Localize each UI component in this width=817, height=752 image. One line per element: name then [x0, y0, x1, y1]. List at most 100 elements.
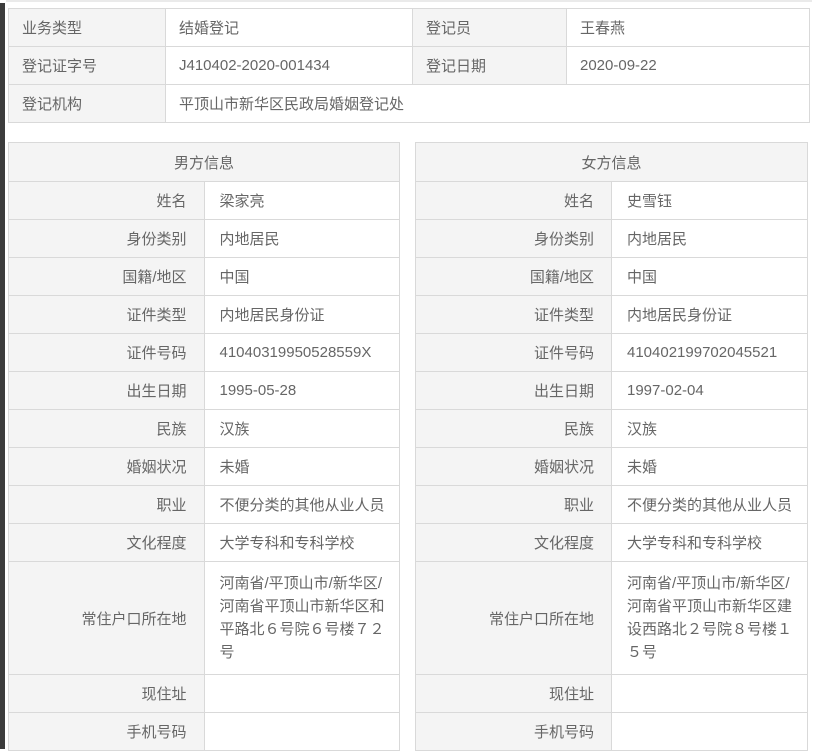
current-address-label: 现住址	[415, 674, 612, 713]
occupation-value: 不便分类的其他从业人员	[203, 485, 400, 524]
id-type-label: 证件类型	[415, 295, 612, 334]
mobile-number-value	[203, 712, 400, 751]
mobile-number-label: 手机号码	[415, 712, 612, 751]
table-row-id-type: 证件类型 内地居民身份证	[8, 295, 400, 334]
mobile-number-label: 手机号码	[8, 712, 205, 751]
id-type-label: 证件类型	[8, 295, 205, 334]
occupation-label: 职业	[415, 485, 612, 524]
marital-status-value: 未婚	[611, 447, 808, 486]
certificate-number-label: 登记证字号	[8, 46, 166, 85]
table-row-nationality: 国籍/地区 中国	[415, 257, 808, 296]
name-value: 梁家亮	[203, 181, 400, 220]
certificate-number-value: J410402-2020-001434	[165, 46, 413, 85]
identity-type-value: 内地居民	[611, 219, 808, 258]
education-value: 大学专科和专科学校	[203, 523, 400, 562]
name-value: 史雪钰	[611, 181, 808, 220]
id-number-value: 41040319950528559X	[203, 333, 400, 372]
current-address-value	[203, 674, 400, 713]
table-row-ethnicity: 民族 汉族	[415, 409, 808, 448]
table-row-identity-type: 身份类别 内地居民	[415, 219, 808, 258]
table-row-certificate-number: 登记证字号 J410402-2020-001434 登记日期 2020-09-2…	[8, 46, 810, 85]
female-info-table: 女方信息 姓名 史雪钰 身份类别 内地居民 国籍/地区 中国 证件类型 内地居民…	[415, 142, 808, 751]
education-label: 文化程度	[8, 523, 205, 562]
nationality-label: 国籍/地区	[415, 257, 612, 296]
table-row-id-number: 证件号码 410402199702045521	[415, 333, 808, 372]
table-row-ethnicity: 民族 汉族	[8, 409, 400, 448]
identity-type-label: 身份类别	[8, 219, 205, 258]
birth-date-label: 出生日期	[8, 371, 205, 410]
male-info-title: 男方信息	[8, 142, 400, 182]
id-type-value: 内地居民身份证	[203, 295, 400, 334]
name-label: 姓名	[8, 181, 205, 220]
table-row-birth-date: 出生日期 1995-05-28	[8, 371, 400, 410]
nationality-value: 中国	[203, 257, 400, 296]
table-row-marital-status: 婚姻状况 未婚	[415, 447, 808, 486]
occupation-label: 职业	[8, 485, 205, 524]
table-row-mobile-number: 手机号码	[8, 712, 400, 751]
registration-office-value: 平顶山市新华区民政局婚姻登记处	[165, 84, 810, 123]
ethnicity-value: 汉族	[203, 409, 400, 448]
occupation-value: 不便分类的其他从业人员	[611, 485, 808, 524]
education-value: 大学专科和专科学校	[611, 523, 808, 562]
marital-status-label: 婚姻状况	[415, 447, 612, 486]
household-address-value: 河南省/平顶山市/新华区/河南省平顶山市新华区建设西路北２号院８号楼１５号	[611, 561, 808, 675]
id-number-label: 证件号码	[8, 333, 205, 372]
table-row-current-address: 现住址	[415, 674, 808, 713]
table-row-id-number: 证件号码 41040319950528559X	[8, 333, 400, 372]
nationality-value: 中国	[611, 257, 808, 296]
table-row-id-type: 证件类型 内地居民身份证	[415, 295, 808, 334]
table-row-household-address: 常住户口所在地 河南省/平顶山市/新华区/河南省平顶山市新华区和平路北６号院６号…	[8, 561, 400, 675]
registration-date-value: 2020-09-22	[566, 46, 810, 85]
table-row-household-address: 常住户口所在地 河南省/平顶山市/新华区/河南省平顶山市新华区建设西路北２号院８…	[415, 561, 808, 675]
household-address-label: 常住户口所在地	[8, 561, 205, 675]
current-address-label: 现住址	[8, 674, 205, 713]
table-row-business-type: 业务类型 结婚登记 登记员 王春燕	[8, 8, 810, 47]
nationality-label: 国籍/地区	[8, 257, 205, 296]
table-row-registration-office: 登记机构 平顶山市新华区民政局婚姻登记处	[8, 84, 810, 123]
male-info-table: 男方信息 姓名 梁家亮 身份类别 内地居民 国籍/地区 中国 证件类型 内地居民…	[8, 142, 400, 751]
table-row-current-address: 现住址	[8, 674, 400, 713]
birth-date-value: 1997-02-04	[611, 371, 808, 410]
table-row-name: 姓名 史雪钰	[415, 181, 808, 220]
marital-status-label: 婚姻状况	[8, 447, 205, 486]
id-number-label: 证件号码	[415, 333, 612, 372]
registration-summary-table: 业务类型 结婚登记 登记员 王春燕 登记证字号 J410402-2020-001…	[8, 8, 810, 123]
household-address-label: 常住户口所在地	[415, 561, 612, 675]
id-type-value: 内地居民身份证	[611, 295, 808, 334]
table-row-birth-date: 出生日期 1997-02-04	[415, 371, 808, 410]
identity-type-label: 身份类别	[415, 219, 612, 258]
table-row-marital-status: 婚姻状况 未婚	[8, 447, 400, 486]
birth-date-label: 出生日期	[415, 371, 612, 410]
table-row-occupation: 职业 不便分类的其他从业人员	[415, 485, 808, 524]
current-address-value	[611, 674, 808, 713]
table-row-occupation: 职业 不便分类的其他从业人员	[8, 485, 400, 524]
ethnicity-label: 民族	[8, 409, 205, 448]
business-type-value: 结婚登记	[165, 8, 413, 47]
business-type-label: 业务类型	[8, 8, 166, 47]
window-left-edge	[0, 3, 5, 749]
table-row-identity-type: 身份类别 内地居民	[8, 219, 400, 258]
birth-date-value: 1995-05-28	[203, 371, 400, 410]
table-row-header: 女方信息	[415, 142, 808, 182]
table-row-header: 男方信息	[8, 142, 400, 182]
identity-type-value: 内地居民	[203, 219, 400, 258]
household-address-value: 河南省/平顶山市/新华区/河南省平顶山市新华区和平路北６号院６号楼７２号	[203, 561, 400, 675]
table-row-nationality: 国籍/地区 中国	[8, 257, 400, 296]
name-label: 姓名	[415, 181, 612, 220]
marital-status-value: 未婚	[203, 447, 400, 486]
mobile-number-value	[611, 712, 808, 751]
table-row-education: 文化程度 大学专科和专科学校	[415, 523, 808, 562]
ethnicity-label: 民族	[415, 409, 612, 448]
education-label: 文化程度	[415, 523, 612, 562]
registrar-value: 王春燕	[566, 8, 810, 47]
table-row-name: 姓名 梁家亮	[8, 181, 400, 220]
window-top-edge	[6, 0, 812, 2]
female-info-title: 女方信息	[415, 142, 808, 182]
registration-date-label: 登记日期	[412, 46, 567, 85]
registration-office-label: 登记机构	[8, 84, 166, 123]
table-row-mobile-number: 手机号码	[415, 712, 808, 751]
registrar-label: 登记员	[412, 8, 567, 47]
table-row-education: 文化程度 大学专科和专科学校	[8, 523, 400, 562]
id-number-value: 410402199702045521	[611, 333, 808, 372]
ethnicity-value: 汉族	[611, 409, 808, 448]
